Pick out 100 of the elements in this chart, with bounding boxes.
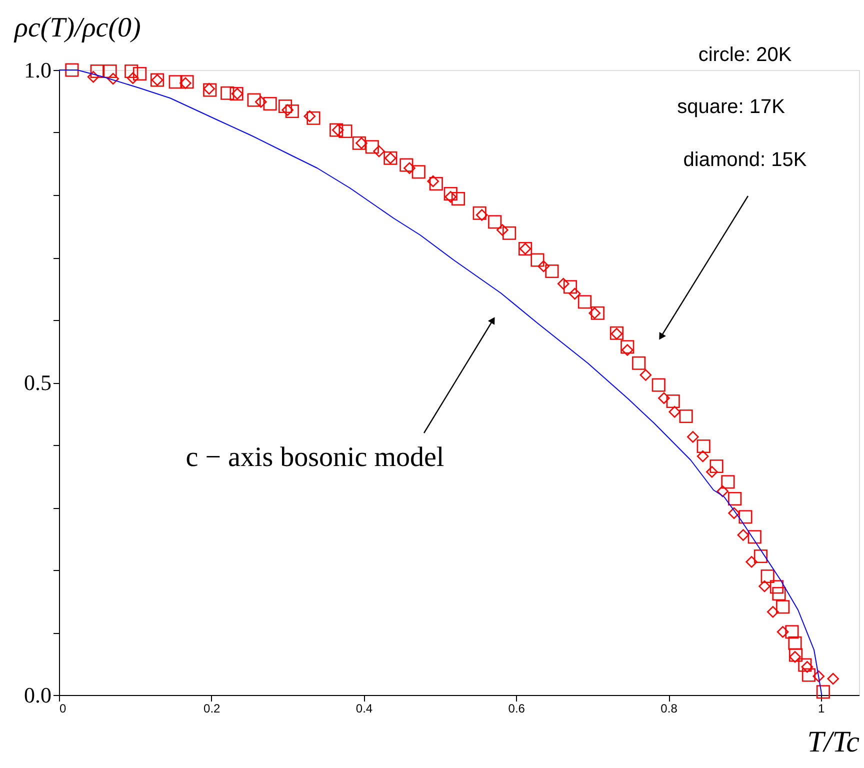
- point: [427, 175, 439, 188]
- y-axis-title: ρc(T)/ρc(0): [14, 12, 141, 44]
- point: [282, 104, 294, 116]
- x-axis-title: T/Tc: [807, 726, 860, 758]
- point: [127, 72, 139, 84]
- point: [496, 224, 508, 236]
- point: [563, 280, 578, 294]
- point: [658, 392, 670, 404]
- text: circle: 20K: [698, 44, 792, 66]
- point: [285, 104, 299, 118]
- point: [776, 600, 790, 614]
- point: [263, 96, 277, 111]
- point: [404, 162, 416, 174]
- point: [754, 549, 768, 564]
- point: [590, 306, 604, 320]
- point: [220, 86, 234, 100]
- point: [772, 586, 786, 601]
- point: [827, 672, 839, 685]
- point: [578, 295, 592, 309]
- point: [816, 685, 830, 699]
- point: [90, 64, 104, 78]
- annotation: diamond: 15K: [683, 149, 808, 171]
- point: [748, 530, 762, 544]
- point: [255, 96, 267, 108]
- point: [168, 75, 182, 89]
- point: [668, 406, 681, 418]
- x-tick-label: 0.2: [204, 702, 221, 716]
- point: [124, 64, 138, 78]
- point: [802, 668, 816, 682]
- point: [710, 459, 724, 474]
- point: [620, 340, 634, 354]
- point: [356, 137, 368, 150]
- point: [812, 670, 825, 682]
- point: [451, 192, 466, 206]
- point: [785, 625, 799, 639]
- point: [640, 369, 652, 381]
- point: [621, 344, 634, 356]
- point: [107, 72, 119, 85]
- point: [180, 77, 192, 90]
- point: [488, 215, 502, 229]
- y-tick-label: 1.0: [24, 58, 52, 82]
- point: [746, 556, 758, 568]
- point: [758, 580, 770, 592]
- point: [132, 66, 147, 81]
- point: [87, 70, 100, 83]
- annotation: c − axis bosonic model: [186, 442, 444, 473]
- point: [472, 206, 486, 220]
- point: [352, 136, 366, 150]
- point: [429, 176, 443, 191]
- point: [679, 409, 693, 424]
- x-tick-label: 0.8: [660, 702, 678, 716]
- point: [338, 124, 352, 138]
- point: [180, 75, 194, 89]
- point: [666, 394, 680, 408]
- y-tick-label: 0.5: [24, 370, 52, 395]
- point: [776, 626, 789, 638]
- x-tick-label: 0.4: [356, 702, 373, 716]
- point: [278, 99, 292, 114]
- point: [502, 226, 516, 240]
- point: [557, 278, 570, 290]
- point: [568, 288, 581, 300]
- point: [721, 475, 735, 489]
- point: [247, 93, 261, 107]
- point: [400, 158, 414, 172]
- point: [789, 650, 801, 663]
- x-tick-label: 0: [60, 702, 66, 716]
- annotation: square: 17K: [677, 96, 786, 118]
- point: [588, 307, 601, 320]
- point: [716, 485, 729, 498]
- point: [103, 64, 117, 78]
- point: [545, 264, 559, 278]
- point: [767, 606, 779, 618]
- point: [304, 110, 316, 122]
- point: [801, 660, 814, 673]
- point: [65, 63, 79, 77]
- point: [444, 186, 458, 201]
- point: [306, 111, 320, 125]
- point: [476, 209, 488, 221]
- point: [652, 378, 666, 392]
- point: [728, 492, 742, 506]
- point: [738, 510, 752, 524]
- y-tick-label: 0.0: [24, 682, 52, 708]
- point: [687, 430, 699, 443]
- point: [373, 145, 385, 158]
- point: [798, 658, 812, 672]
- point: [760, 569, 774, 584]
- point: [444, 190, 457, 203]
- point: [728, 507, 740, 520]
- point: [632, 356, 646, 370]
- point: [365, 140, 379, 154]
- point: [788, 648, 803, 662]
- point: [770, 580, 784, 594]
- x-tick-label: 0.6: [508, 702, 526, 716]
- x-tick-label: 1: [818, 702, 826, 716]
- point: [696, 450, 709, 462]
- point: [706, 466, 718, 478]
- point: [696, 439, 710, 454]
- point: [788, 636, 802, 650]
- point: [538, 260, 550, 272]
- point: [737, 529, 750, 541]
